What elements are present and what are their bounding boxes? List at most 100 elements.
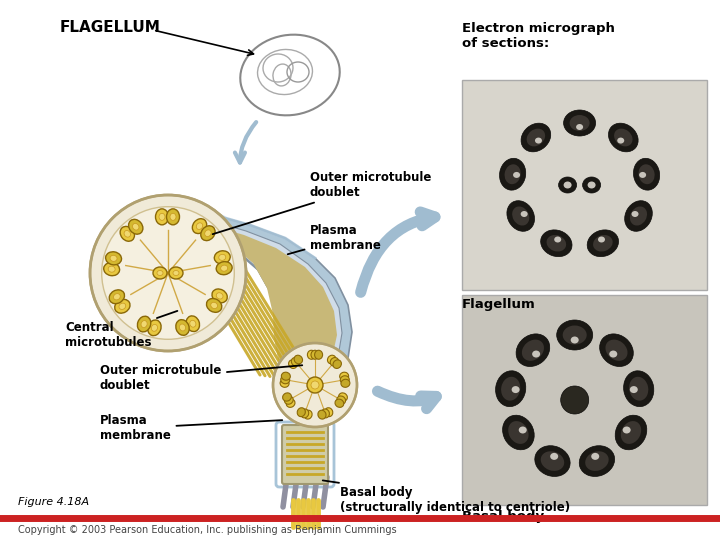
Ellipse shape	[630, 206, 647, 226]
Ellipse shape	[282, 372, 290, 380]
Ellipse shape	[333, 360, 341, 368]
Ellipse shape	[114, 299, 130, 313]
Ellipse shape	[179, 324, 186, 331]
Ellipse shape	[311, 350, 319, 359]
Ellipse shape	[132, 224, 139, 230]
Ellipse shape	[634, 158, 660, 190]
Ellipse shape	[148, 320, 161, 336]
Circle shape	[273, 343, 357, 427]
Polygon shape	[148, 205, 352, 398]
Ellipse shape	[169, 267, 183, 279]
Ellipse shape	[526, 129, 545, 146]
Ellipse shape	[315, 350, 323, 359]
Ellipse shape	[330, 357, 338, 366]
Ellipse shape	[503, 415, 534, 450]
Ellipse shape	[338, 393, 347, 401]
Circle shape	[311, 381, 319, 389]
Ellipse shape	[621, 421, 642, 444]
Ellipse shape	[124, 231, 130, 237]
Ellipse shape	[580, 446, 615, 476]
Ellipse shape	[129, 219, 143, 234]
Ellipse shape	[625, 201, 652, 231]
Ellipse shape	[159, 213, 165, 220]
Ellipse shape	[593, 235, 613, 252]
Ellipse shape	[541, 230, 572, 256]
Ellipse shape	[561, 386, 589, 414]
Ellipse shape	[639, 164, 654, 184]
Ellipse shape	[559, 177, 577, 193]
Ellipse shape	[287, 399, 295, 407]
Ellipse shape	[300, 409, 309, 418]
Ellipse shape	[563, 326, 587, 345]
Ellipse shape	[335, 399, 343, 407]
Text: Plasma
membrane: Plasma membrane	[288, 224, 381, 254]
Text: Copyright © 2003 Pearson Education, Inc. publishing as Benjamin Cummings: Copyright © 2003 Pearson Education, Inc.…	[18, 525, 397, 535]
Ellipse shape	[598, 237, 605, 242]
Ellipse shape	[591, 453, 599, 460]
Circle shape	[307, 377, 323, 393]
Ellipse shape	[153, 267, 167, 279]
Text: Basal body
(structurally identical to centriole): Basal body (structurally identical to ce…	[323, 481, 570, 514]
Ellipse shape	[505, 164, 521, 184]
Ellipse shape	[109, 290, 125, 303]
Ellipse shape	[512, 386, 520, 393]
Ellipse shape	[554, 237, 561, 242]
Ellipse shape	[141, 321, 147, 327]
Ellipse shape	[571, 336, 579, 343]
Ellipse shape	[190, 320, 196, 327]
Ellipse shape	[564, 110, 595, 136]
Ellipse shape	[535, 138, 542, 144]
Ellipse shape	[576, 124, 583, 130]
Ellipse shape	[564, 181, 572, 188]
Ellipse shape	[341, 379, 350, 387]
Ellipse shape	[173, 271, 179, 275]
Ellipse shape	[186, 316, 199, 332]
Ellipse shape	[328, 355, 336, 364]
Ellipse shape	[516, 334, 550, 367]
Text: Basal body: Basal body	[462, 510, 544, 523]
Ellipse shape	[119, 303, 126, 309]
Ellipse shape	[325, 408, 333, 417]
Ellipse shape	[337, 396, 346, 404]
Ellipse shape	[639, 172, 646, 178]
Ellipse shape	[297, 408, 305, 417]
Ellipse shape	[615, 415, 647, 450]
Ellipse shape	[221, 265, 228, 271]
Ellipse shape	[600, 334, 634, 367]
Ellipse shape	[216, 261, 232, 275]
Ellipse shape	[532, 350, 540, 357]
Ellipse shape	[624, 371, 654, 407]
Polygon shape	[158, 218, 337, 386]
Ellipse shape	[501, 377, 521, 401]
Ellipse shape	[192, 219, 207, 233]
Ellipse shape	[304, 410, 312, 419]
Ellipse shape	[289, 360, 297, 368]
Polygon shape	[152, 212, 342, 392]
Ellipse shape	[629, 377, 648, 401]
Ellipse shape	[608, 123, 638, 152]
Circle shape	[90, 195, 246, 351]
Ellipse shape	[114, 294, 120, 300]
Ellipse shape	[500, 158, 526, 190]
Ellipse shape	[283, 393, 292, 401]
Ellipse shape	[215, 251, 230, 264]
Ellipse shape	[151, 325, 158, 331]
Ellipse shape	[588, 181, 595, 188]
Ellipse shape	[281, 376, 289, 384]
Bar	[462, 80, 707, 290]
Ellipse shape	[557, 320, 593, 350]
Ellipse shape	[606, 340, 628, 361]
Ellipse shape	[197, 223, 203, 230]
Ellipse shape	[341, 376, 349, 384]
Ellipse shape	[623, 427, 631, 434]
Ellipse shape	[157, 271, 163, 275]
Ellipse shape	[522, 340, 544, 361]
Ellipse shape	[546, 235, 566, 252]
Text: Central
microtubules: Central microtubules	[65, 311, 177, 349]
Ellipse shape	[508, 421, 528, 444]
Ellipse shape	[550, 453, 558, 460]
Ellipse shape	[614, 129, 633, 146]
Ellipse shape	[211, 302, 217, 308]
Ellipse shape	[318, 410, 326, 419]
Ellipse shape	[582, 177, 600, 193]
